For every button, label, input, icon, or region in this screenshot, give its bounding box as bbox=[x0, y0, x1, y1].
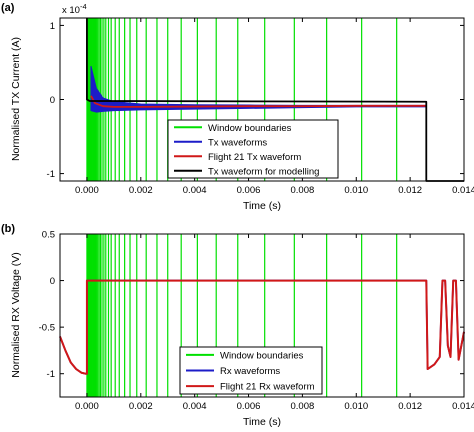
x-tick-label: 0.002 bbox=[129, 401, 153, 412]
x-tick-label: 0.000 bbox=[75, 401, 99, 412]
panel-b-x-axis-label: Time (s) bbox=[243, 416, 281, 428]
x-tick-label: 0.002 bbox=[129, 185, 153, 196]
legend-label: Window boundaries bbox=[220, 350, 304, 361]
panel-a-exponent-label: x 10-4 bbox=[62, 2, 87, 16]
x-tick-label: 0.006 bbox=[237, 185, 261, 196]
y-tick-label: 0 bbox=[50, 95, 55, 106]
panel-a-label: (a) bbox=[1, 2, 15, 14]
y-tick-label: 0 bbox=[50, 276, 55, 287]
x-tick-label: 0.000 bbox=[75, 185, 99, 196]
x-tick-label: 0.008 bbox=[291, 401, 315, 412]
legend-box bbox=[167, 119, 339, 179]
panel-a-y-axis-label: Normalised TX Current (A) bbox=[10, 37, 22, 161]
y-tick-label: -1 bbox=[47, 369, 55, 380]
panel-b-frame bbox=[59, 233, 465, 398]
x-tick-label: 0.006 bbox=[237, 401, 261, 412]
panel-a-legend: Window boundaries Tx waveforms Flight 21 T… bbox=[167, 119, 339, 179]
series-line-2 bbox=[90, 95, 427, 108]
y-tick-label: 0.5 bbox=[42, 230, 55, 241]
panel-b-y-ticks: -1 -0.5 0 0.5 bbox=[39, 230, 464, 380]
x-tick-label: 0.012 bbox=[398, 401, 422, 412]
legend-label: Tx waveforms bbox=[208, 137, 267, 148]
legend-label: Flight 21 Tx waveform bbox=[208, 152, 301, 163]
panel-a: (a) x 10-4 0.000 0.002 0.004 0.006 0.008 0.01… bbox=[1, 2, 474, 212]
x-tick-label: 0.004 bbox=[183, 185, 207, 196]
panel-b-label: (b) bbox=[1, 223, 15, 235]
legend-label: Rx waveforms bbox=[220, 366, 280, 377]
y-tick-label: -0.5 bbox=[39, 323, 55, 334]
panel-a-x-ticks: 0.000 0.002 0.004 0.006 0.008 0.010 0.012 0.014 bbox=[75, 18, 474, 196]
panel-b-legend: Window boundaries Rx waveforms Flight 21 R… bbox=[179, 346, 323, 395]
x-tick-label: 0.004 bbox=[183, 401, 207, 412]
panel-b: (b) 0.000 0.002 0.004 0.006 0.008 0.010 0.012 0… bbox=[1, 223, 474, 428]
panel-b-lines bbox=[59, 279, 465, 375]
y-tick-label: 1 bbox=[50, 21, 55, 32]
x-tick-label: 0.010 bbox=[344, 401, 368, 412]
panel-a-y-ticks: -1 0 1 bbox=[47, 21, 464, 180]
legend-label: Window boundaries bbox=[208, 123, 292, 134]
x-tick-label: 0.008 bbox=[291, 185, 315, 196]
panel-a-x-axis-label: Time (s) bbox=[243, 200, 281, 212]
x-tick-label: 0.014 bbox=[452, 185, 474, 196]
x-tick-label: 0.014 bbox=[452, 401, 474, 412]
y-tick-label: -1 bbox=[47, 169, 55, 180]
panel-b-y-axis-label: Normalised RX Voltage (V) bbox=[10, 252, 22, 377]
x-tick-label: 0.012 bbox=[398, 185, 422, 196]
x-tick-label: 0.010 bbox=[344, 185, 368, 196]
legend-label: Tx waveform for modelling bbox=[208, 166, 319, 177]
series-line-2 bbox=[59, 279, 465, 375]
legend-label: Flight 21 Rx waveform bbox=[220, 382, 315, 393]
